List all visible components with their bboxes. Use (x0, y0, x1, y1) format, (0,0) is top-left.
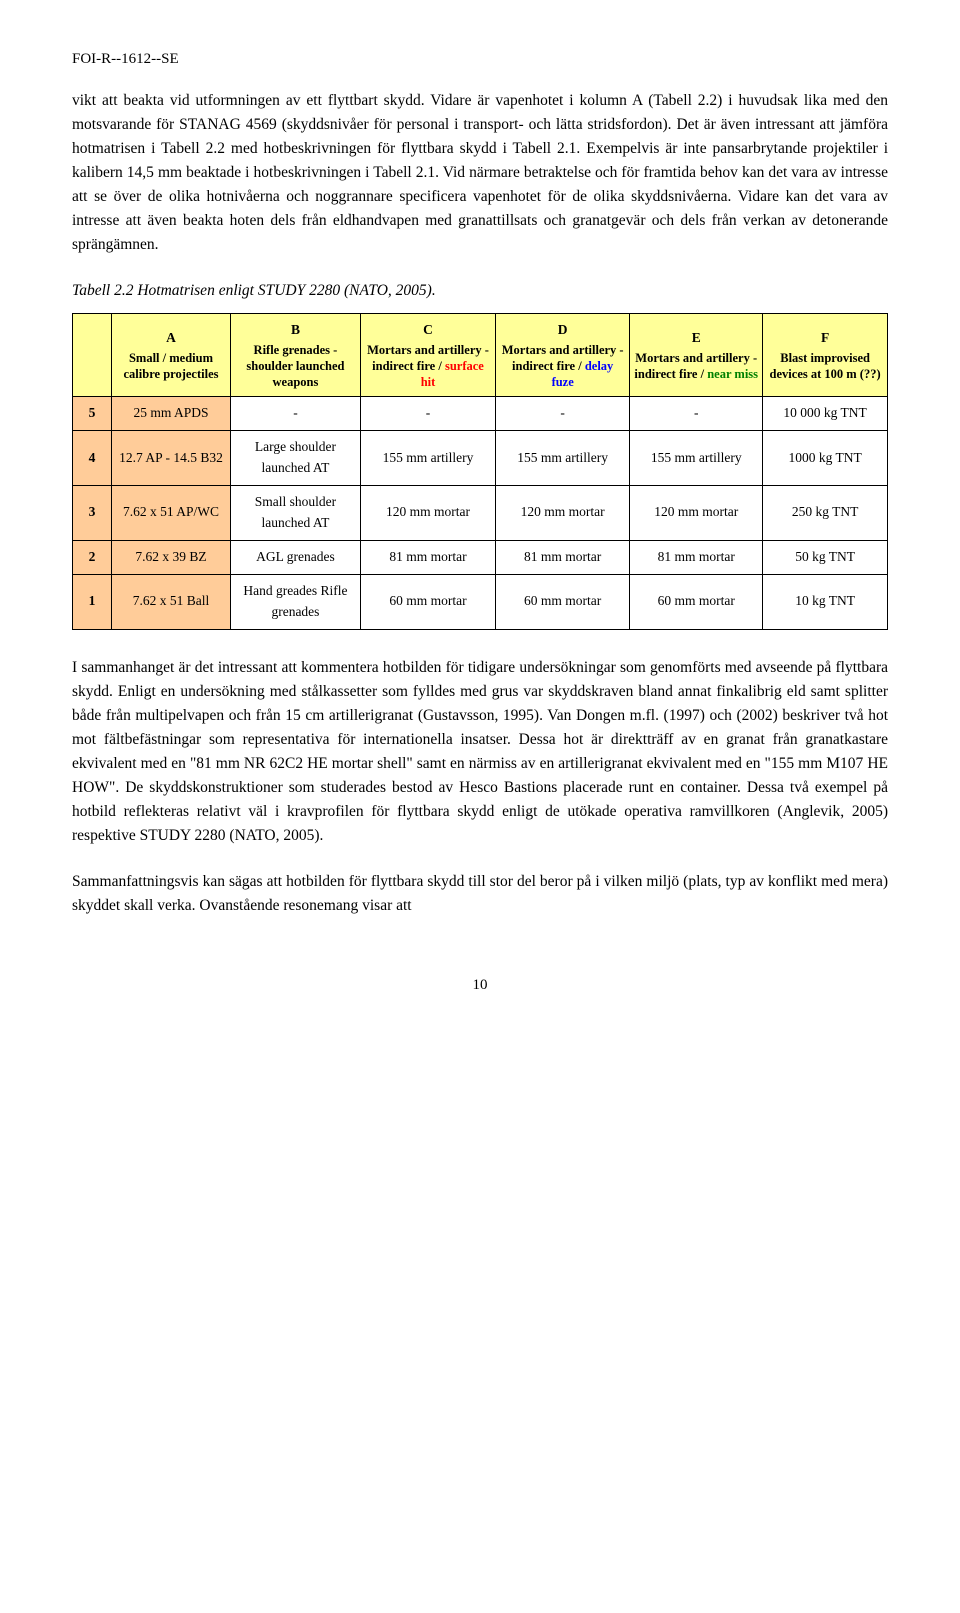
paragraph-3: Sammanfattningsvis kan sägas att hotbild… (72, 870, 888, 918)
col-sub: Blast improvised devices at 100 m (??) (767, 351, 883, 382)
paragraph-2: I sammanhanget är det intressant att kom… (72, 656, 888, 848)
row-level: 1 (73, 574, 112, 629)
cell-B: Large shoulder launched AT (231, 431, 361, 486)
paragraph-1: vikt att beakta vid utformningen av ett … (72, 89, 888, 257)
cell-C: 155 mm artillery (360, 431, 495, 486)
col-sub: Mortars and artillery - indirect fire / … (500, 343, 625, 390)
cell-C: 120 mm mortar (360, 485, 495, 540)
table-row: 412.7 AP - 14.5 B32Large shoulder launch… (73, 431, 888, 486)
col-letter: D (500, 320, 625, 341)
table-row: 37.62 x 51 AP/WCSmall shoulder launched … (73, 485, 888, 540)
cell-E: 155 mm artillery (630, 431, 763, 486)
col-letter: C (365, 320, 491, 341)
table-caption: Tabell 2.2 Hotmatrisen enligt STUDY 2280… (72, 279, 888, 303)
cell-D: 155 mm artillery (496, 431, 630, 486)
col-header-A: A Small / medium calibre projectiles (112, 314, 231, 397)
col-sub: Rifle grenades - shoulder launched weapo… (235, 343, 356, 390)
cell-A: 12.7 AP - 14.5 B32 (112, 431, 231, 486)
col-letter: E (634, 328, 758, 349)
row-level: 2 (73, 540, 112, 574)
col-header-C: C Mortars and artillery - indirect fire … (360, 314, 495, 397)
col-letter: B (235, 320, 356, 341)
col-header-F: F Blast improvised devices at 100 m (??) (763, 314, 888, 397)
cell-D: 60 mm mortar (496, 574, 630, 629)
table-row: 27.62 x 39 BZAGL grenades81 mm mortar81 … (73, 540, 888, 574)
row-level: 4 (73, 431, 112, 486)
cell-E: - (630, 397, 763, 431)
cell-F: 250 kg TNT (763, 485, 888, 540)
col-sub: Small / medium calibre projectiles (116, 351, 226, 382)
cell-C: - (360, 397, 495, 431)
cell-C: 81 mm mortar (360, 540, 495, 574)
table-row: 525 mm APDS----10 000 kg TNT (73, 397, 888, 431)
col-header-E: E Mortars and artillery - indirect fire … (630, 314, 763, 397)
cell-D: 81 mm mortar (496, 540, 630, 574)
col-letter: F (767, 328, 883, 349)
cell-F: 1000 kg TNT (763, 431, 888, 486)
document-id: FOI-R--1612--SE (72, 48, 888, 71)
cell-D: 120 mm mortar (496, 485, 630, 540)
table-header-row: A Small / medium calibre projectiles B R… (73, 314, 888, 397)
row-level: 3 (73, 485, 112, 540)
cell-A: 7.62 x 51 AP/WC (112, 485, 231, 540)
cell-A: 25 mm APDS (112, 397, 231, 431)
cell-C: 60 mm mortar (360, 574, 495, 629)
cell-A: 7.62 x 39 BZ (112, 540, 231, 574)
cell-A: 7.62 x 51 Ball (112, 574, 231, 629)
col-letter: A (116, 328, 226, 349)
threat-matrix-table: A Small / medium calibre projectiles B R… (72, 313, 888, 629)
cell-F: 10 000 kg TNT (763, 397, 888, 431)
cell-F: 10 kg TNT (763, 574, 888, 629)
page-number: 10 (72, 974, 888, 997)
row-level: 5 (73, 397, 112, 431)
cell-B: - (231, 397, 361, 431)
cell-E: 120 mm mortar (630, 485, 763, 540)
cell-B: Hand greades Rifle grenades (231, 574, 361, 629)
cell-F: 50 kg TNT (763, 540, 888, 574)
col-sub-highlight: near miss (707, 367, 758, 381)
cell-D: - (496, 397, 630, 431)
col-sub: Mortars and artillery - indirect fire / … (634, 351, 758, 382)
header-blank (73, 314, 112, 397)
table-row: 17.62 x 51 BallHand greades Rifle grenad… (73, 574, 888, 629)
col-header-D: D Mortars and artillery - indirect fire … (496, 314, 630, 397)
col-header-B: B Rifle grenades - shoulder launched wea… (231, 314, 361, 397)
cell-B: Small shoulder launched AT (231, 485, 361, 540)
col-sub: Mortars and artillery - indirect fire / … (365, 343, 491, 390)
cell-B: AGL grenades (231, 540, 361, 574)
cell-E: 60 mm mortar (630, 574, 763, 629)
cell-E: 81 mm mortar (630, 540, 763, 574)
